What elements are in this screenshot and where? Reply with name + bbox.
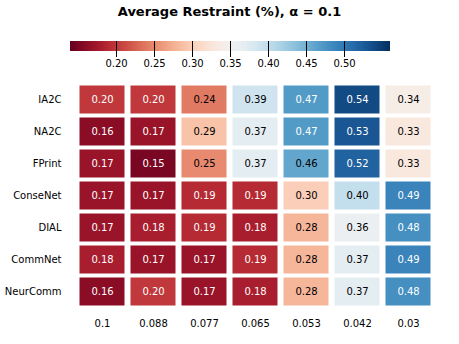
svg-text:0.37: 0.37 [244,126,266,137]
svg-text:0.24: 0.24 [193,94,215,105]
svg-text:0.17: 0.17 [142,126,164,137]
svg-text:0.40: 0.40 [346,190,368,201]
svg-text:0.20: 0.20 [91,94,113,105]
svg-text:0.47: 0.47 [295,126,317,137]
svg-text:0.49: 0.49 [397,190,419,201]
svg-text:NeurComm: NeurComm [5,286,62,297]
svg-text:0.37: 0.37 [346,254,368,265]
svg-text:0.16: 0.16 [91,286,113,297]
svg-text:0.54: 0.54 [346,94,368,105]
svg-text:0.042: 0.042 [343,318,372,329]
svg-text:0.19: 0.19 [193,190,215,201]
svg-text:NA2C: NA2C [34,126,62,137]
svg-text:0.28: 0.28 [295,254,317,265]
svg-text:0.19: 0.19 [193,222,215,233]
svg-text:FPrint: FPrint [33,158,62,169]
svg-text:0.39: 0.39 [244,94,266,105]
svg-text:0.37: 0.37 [346,286,368,297]
svg-text:0.19: 0.19 [244,254,266,265]
svg-text:0.53: 0.53 [346,126,368,137]
svg-text:0.03: 0.03 [397,318,419,329]
svg-text:0.065: 0.065 [241,318,270,329]
svg-text:0.37: 0.37 [244,158,266,169]
svg-text:0.48: 0.48 [397,222,419,233]
svg-text:0.48: 0.48 [397,286,419,297]
svg-text:0.33: 0.33 [397,126,419,137]
svg-text:CommNet: CommNet [11,254,61,265]
svg-text:ConseNet: ConseNet [13,190,61,201]
html-text:Average Restraint (%), α = 0.1: Average Restraint (%), α = 0.1 [117,4,342,19]
svg-text:0.18: 0.18 [244,286,266,297]
svg-text:0.17: 0.17 [142,190,164,201]
svg-text:0.50: 0.50 [333,58,355,69]
svg-text:0.18: 0.18 [91,254,113,265]
svg-text:0.053: 0.053 [292,318,321,329]
svg-text:0.52: 0.52 [346,158,368,169]
svg-text:0.36: 0.36 [346,222,368,233]
svg-text:0.40: 0.40 [257,58,279,69]
svg-text:DIAL: DIAL [38,222,61,233]
svg-text:0.25: 0.25 [143,58,165,69]
svg-text:0.1: 0.1 [95,318,111,329]
svg-text:0.34: 0.34 [397,94,419,105]
svg-text:0.18: 0.18 [244,222,266,233]
svg-text:0.20: 0.20 [105,58,127,69]
svg-text:0.088: 0.088 [139,318,168,329]
svg-text:0.17: 0.17 [142,254,164,265]
svg-text:0.29: 0.29 [193,126,215,137]
svg-text:0.46: 0.46 [295,158,317,169]
svg-text:IA2C: IA2C [38,94,61,105]
svg-text:0.47: 0.47 [295,94,317,105]
svg-text:0.17: 0.17 [193,254,215,265]
svg-text:0.077: 0.077 [190,318,219,329]
svg-text:0.19: 0.19 [244,190,266,201]
svg-text:0.25: 0.25 [193,158,215,169]
svg-text:0.18: 0.18 [142,222,164,233]
svg-text:0.28: 0.28 [295,222,317,233]
svg-text:0.16: 0.16 [91,126,113,137]
svg-text:0.49: 0.49 [397,254,419,265]
svg-text:0.45: 0.45 [295,58,317,69]
svg-text:0.17: 0.17 [91,158,113,169]
svg-text:0.30: 0.30 [181,58,203,69]
svg-text:0.15: 0.15 [142,158,164,169]
svg-text:0.35: 0.35 [219,58,241,69]
svg-text:0.17: 0.17 [91,190,113,201]
svg-text:0.17: 0.17 [193,286,215,297]
svg-text:0.30: 0.30 [295,190,317,201]
svg-text:0.20: 0.20 [142,286,164,297]
svg-text:0.17: 0.17 [91,222,113,233]
svg-text:0.33: 0.33 [397,158,419,169]
svg-text:0.28: 0.28 [295,286,317,297]
svg-text:0.20: 0.20 [142,94,164,105]
